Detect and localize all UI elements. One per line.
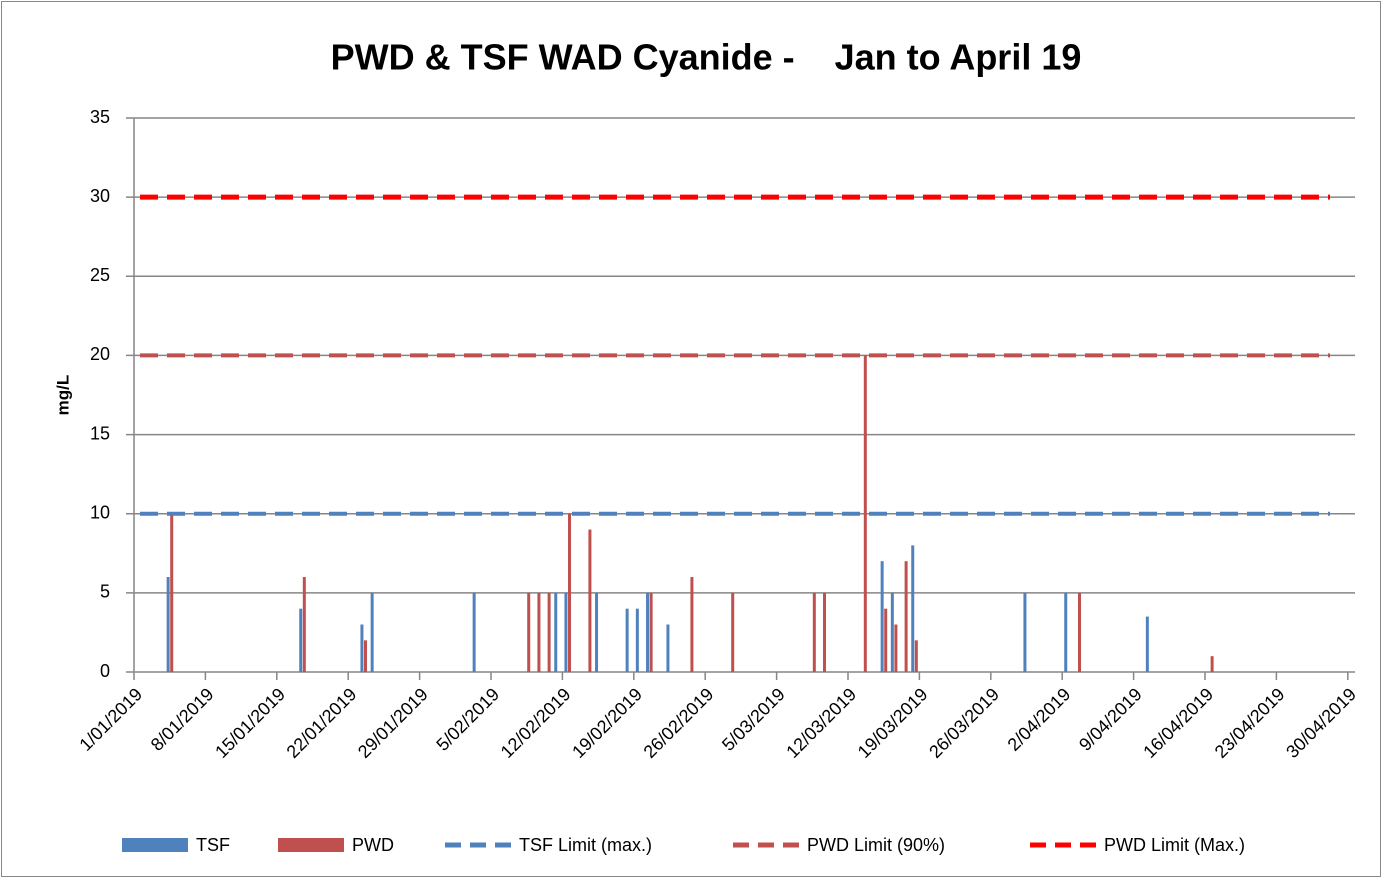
bar [370, 592, 374, 672]
legend-label: PWD [352, 835, 394, 855]
y-tick-label: 15 [90, 423, 110, 443]
bar [1078, 592, 1082, 672]
bar [595, 592, 599, 672]
bar [880, 561, 884, 672]
y-tick-label: 30 [90, 186, 110, 206]
bar [894, 624, 898, 672]
y-tick-label: 5 [100, 582, 110, 602]
y-axis-label: mg/L [53, 375, 72, 416]
y-tick-label: 0 [100, 661, 110, 681]
y-tick-label: 35 [90, 107, 110, 127]
bar [731, 592, 735, 672]
legend-label: PWD Limit (Max.) [1104, 835, 1245, 855]
legend-label: TSF Limit (max.) [519, 835, 652, 855]
legend-label: TSF [196, 835, 230, 855]
bar [863, 355, 867, 672]
y-tick-label: 25 [90, 265, 110, 285]
bar [823, 592, 827, 672]
y-tick-label: 20 [90, 344, 110, 364]
bar [911, 545, 915, 672]
bar [904, 561, 908, 672]
bar [1064, 592, 1068, 672]
bar [360, 624, 364, 672]
bar [527, 592, 531, 672]
y-tick-label: 10 [90, 502, 110, 522]
bar [690, 577, 694, 672]
chart-title: PWD & TSF WAD Cyanide - Jan to April 19 [331, 37, 1082, 78]
bar [812, 592, 816, 672]
bar [649, 592, 653, 672]
bar [166, 577, 170, 672]
bar [564, 592, 568, 672]
bar [666, 624, 670, 672]
bar [547, 592, 551, 672]
bar [1210, 656, 1214, 672]
legend-swatch [278, 838, 344, 852]
bar [1023, 592, 1027, 672]
bar [299, 608, 303, 672]
bar [635, 608, 639, 672]
bar [914, 640, 918, 672]
bar [646, 592, 650, 672]
bar [170, 513, 174, 672]
bar [302, 577, 306, 672]
bar [625, 608, 629, 672]
bar [1145, 616, 1149, 672]
legend-label: PWD Limit (90%) [807, 835, 945, 855]
bar [884, 608, 888, 672]
bar [568, 513, 572, 672]
bar [554, 592, 558, 672]
bar [588, 529, 592, 672]
bar [472, 592, 476, 672]
bar [364, 640, 368, 672]
bar [537, 592, 541, 672]
bar [890, 592, 894, 672]
legend-swatch [122, 838, 188, 852]
